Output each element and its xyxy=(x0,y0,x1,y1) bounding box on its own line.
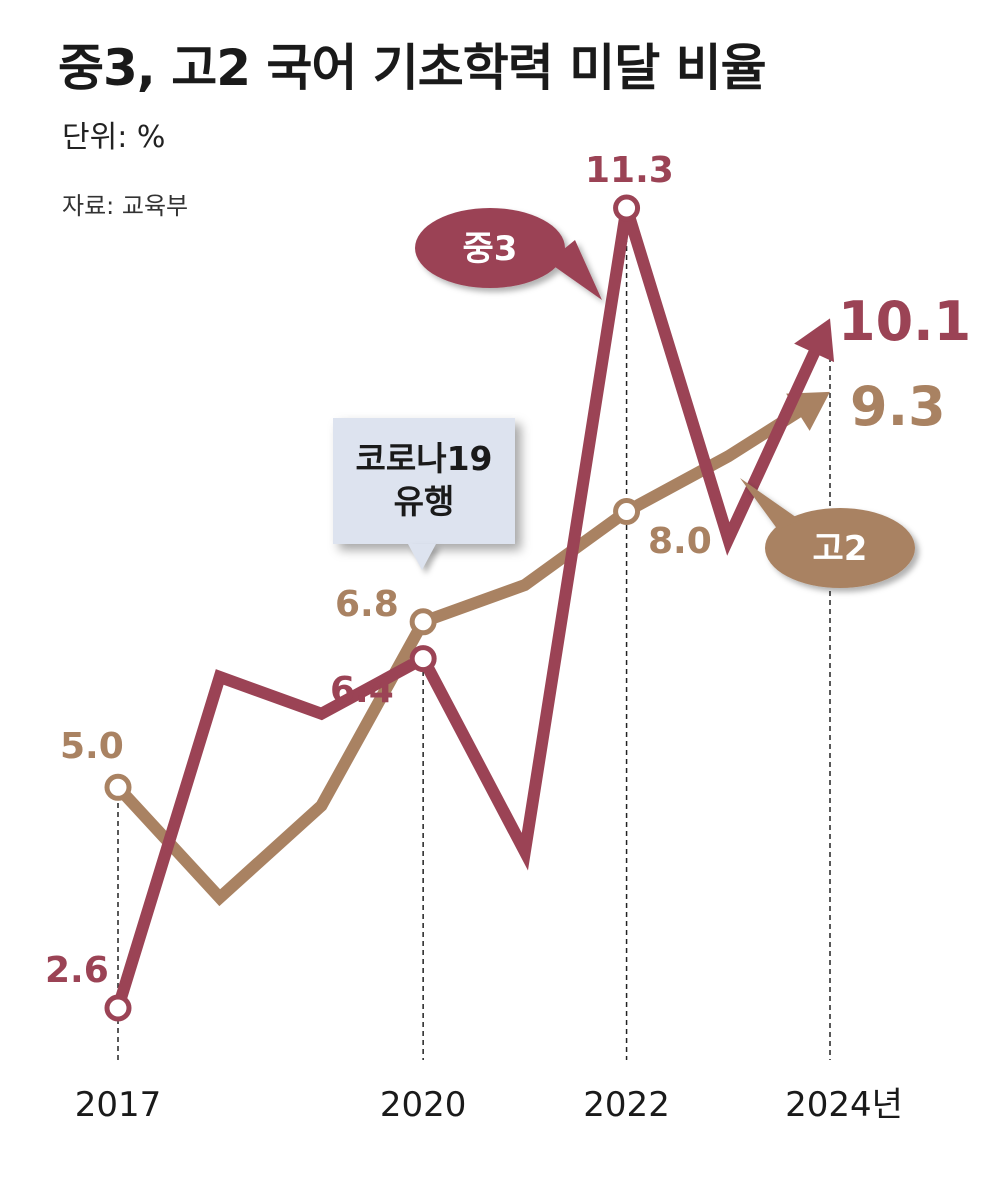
data-point-middle-2020 xyxy=(409,645,437,673)
series-line-middle xyxy=(112,206,822,1010)
covid-annotation-line1: 코로나19 xyxy=(355,439,493,479)
legend-bubble-middle xyxy=(415,208,602,300)
unit-label: 단위: % xyxy=(62,120,166,155)
series-arrowhead-middle xyxy=(794,318,835,363)
x-tick-label-2022: 2022 xyxy=(583,1085,670,1125)
covid-annotation: 코로나19 유행 xyxy=(333,418,515,544)
data-label-middle-2022: 11.3 xyxy=(585,150,674,191)
data-label-high-2024: 9.3 xyxy=(850,375,946,438)
data-point-middle-2022 xyxy=(613,194,641,222)
data-label-high-2022: 8.0 xyxy=(648,521,712,562)
legend-bubble-high xyxy=(740,478,915,588)
covid-annotation-tail xyxy=(408,544,436,570)
data-point-high-2017 xyxy=(104,773,132,801)
legend-label-middle: 중3 xyxy=(463,229,518,269)
data-label-middle-2017: 2.6 xyxy=(45,950,109,991)
chart-title: 중3, 고2 국어 기초학력 미달 비율 xyxy=(58,39,767,97)
x-tick-label-2017: 2017 xyxy=(75,1085,162,1125)
data-point-high-2022 xyxy=(613,497,641,525)
data-label-high-2020: 6.8 xyxy=(335,584,399,625)
source-label: 자료: 교육부 xyxy=(62,192,189,220)
data-label-high-2017: 5.0 xyxy=(60,726,124,767)
covid-annotation-line2: 유행 xyxy=(393,482,455,521)
x-tick-label-2024: 2024년 xyxy=(785,1085,903,1125)
x-tick-label-2020: 2020 xyxy=(380,1085,467,1125)
data-label-middle-2020: 6.4 xyxy=(330,670,394,711)
data-label-middle-2024: 10.1 xyxy=(838,290,971,353)
data-point-middle-2017 xyxy=(104,994,132,1022)
data-point-high-2020 xyxy=(409,608,437,636)
legend-label-high: 고2 xyxy=(813,529,868,569)
